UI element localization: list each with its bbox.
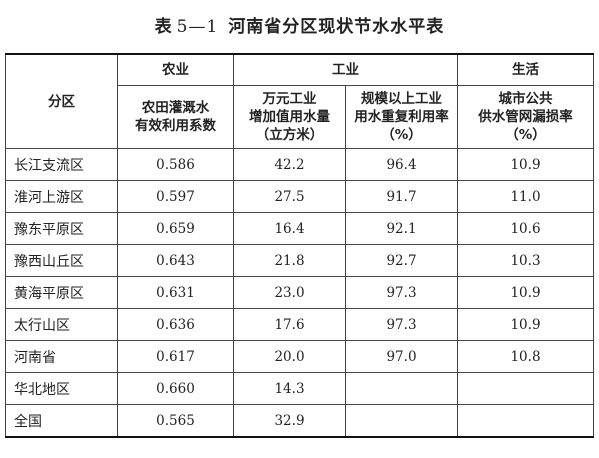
region-header: 分区 bbox=[5, 53, 118, 149]
table-row: 华北地区 0.660 14.3 bbox=[5, 372, 594, 405]
value-cell: 97.3 bbox=[345, 276, 458, 309]
region-cell: 淮河上游区 bbox=[5, 180, 118, 213]
title-number: 5—1 bbox=[176, 17, 219, 37]
value-cell bbox=[457, 372, 594, 405]
value-cell: 92.1 bbox=[345, 212, 458, 245]
value-cell: 0.643 bbox=[117, 244, 234, 277]
value-cell: 14.3 bbox=[233, 372, 346, 405]
region-cell: 长江支流区 bbox=[5, 148, 118, 181]
value-cell: 0.660 bbox=[117, 372, 234, 405]
column-header: 规模以上工业 用水重复利用率 （%） bbox=[345, 85, 458, 149]
table-row: 豫西山丘区 0.643 21.8 92.7 10.3 bbox=[5, 244, 594, 277]
value-cell: 10.3 bbox=[457, 244, 594, 277]
value-cell: 10.6 bbox=[457, 212, 594, 245]
value-cell: 20.0 bbox=[233, 340, 346, 373]
table-title: 表 5—1 河南省分区现状节水水平表 bbox=[0, 12, 599, 37]
value-cell: 16.4 bbox=[233, 212, 346, 245]
table-body: 长江支流区 0.586 42.2 96.4 10.9 淮河上游区 0.597 27.5 91.7… bbox=[5, 148, 594, 438]
group-agriculture: 农业 bbox=[117, 53, 234, 86]
table-row: 河南省 0.617 20.0 97.0 10.8 bbox=[5, 340, 594, 373]
value-cell: 96.4 bbox=[345, 148, 458, 181]
value-cell: 0.636 bbox=[117, 308, 234, 341]
value-cell: 97.3 bbox=[345, 308, 458, 341]
value-cell: 32.9 bbox=[233, 404, 346, 438]
region-cell: 全国 bbox=[5, 404, 118, 438]
region-cell: 黄海平原区 bbox=[5, 276, 118, 309]
title-text: 河南省分区现状节水水平表 bbox=[228, 17, 445, 37]
value-cell: 97.0 bbox=[345, 340, 458, 373]
value-cell: 91.7 bbox=[345, 180, 458, 213]
column-header: 万元工业 增加值用水量 （立方米） bbox=[233, 85, 346, 149]
value-cell: 42.2 bbox=[233, 148, 346, 181]
value-cell bbox=[345, 404, 458, 438]
value-cell: 21.8 bbox=[233, 244, 346, 277]
region-cell: 豫东平原区 bbox=[5, 212, 118, 245]
table-row: 太行山区 0.636 17.6 97.3 10.9 bbox=[5, 308, 594, 341]
value-cell: 92.7 bbox=[345, 244, 458, 277]
value-cell: 0.597 bbox=[117, 180, 234, 213]
region-cell: 豫西山丘区 bbox=[5, 244, 118, 277]
value-cell: 10.8 bbox=[457, 340, 594, 373]
group-life: 生活 bbox=[457, 53, 594, 86]
value-cell: 10.9 bbox=[457, 276, 594, 309]
value-cell: 0.586 bbox=[117, 148, 234, 181]
table-row: 黄海平原区 0.631 23.0 97.3 10.9 bbox=[5, 276, 594, 309]
table-row: 长江支流区 0.586 42.2 96.4 10.9 bbox=[5, 148, 594, 181]
value-cell bbox=[457, 404, 594, 438]
column-header: 城市公共 供水管网漏损率 （%） bbox=[457, 85, 594, 149]
value-cell: 0.659 bbox=[117, 212, 234, 245]
region-cell: 河南省 bbox=[5, 340, 118, 373]
value-cell: 10.9 bbox=[457, 308, 594, 341]
value-cell: 23.0 bbox=[233, 276, 346, 309]
region-cell: 太行山区 bbox=[5, 308, 118, 341]
value-cell: 0.565 bbox=[117, 404, 234, 438]
value-cell: 27.5 bbox=[233, 180, 346, 213]
value-cell: 0.631 bbox=[117, 276, 234, 309]
title-label: 表 bbox=[154, 17, 173, 37]
value-cell bbox=[345, 372, 458, 405]
region-cell: 华北地区 bbox=[5, 372, 118, 405]
table-row: 全国 0.565 32.9 bbox=[5, 404, 594, 438]
group-industry: 工业 bbox=[233, 53, 458, 86]
value-cell: 17.6 bbox=[233, 308, 346, 341]
table-row: 豫东平原区 0.659 16.4 92.1 10.6 bbox=[5, 212, 594, 245]
column-header: 农田灌溉水 有效利用系数 bbox=[117, 85, 234, 149]
value-cell: 10.9 bbox=[457, 148, 594, 181]
water-saving-table: 分区 农业 工业 生活 农田灌溉水 有效利用系数 万元工业 增加值用水量 （立方米） … bbox=[5, 53, 594, 438]
table-row: 淮河上游区 0.597 27.5 91.7 11.0 bbox=[5, 180, 594, 213]
value-cell: 0.617 bbox=[117, 340, 234, 373]
value-cell: 11.0 bbox=[457, 180, 594, 213]
